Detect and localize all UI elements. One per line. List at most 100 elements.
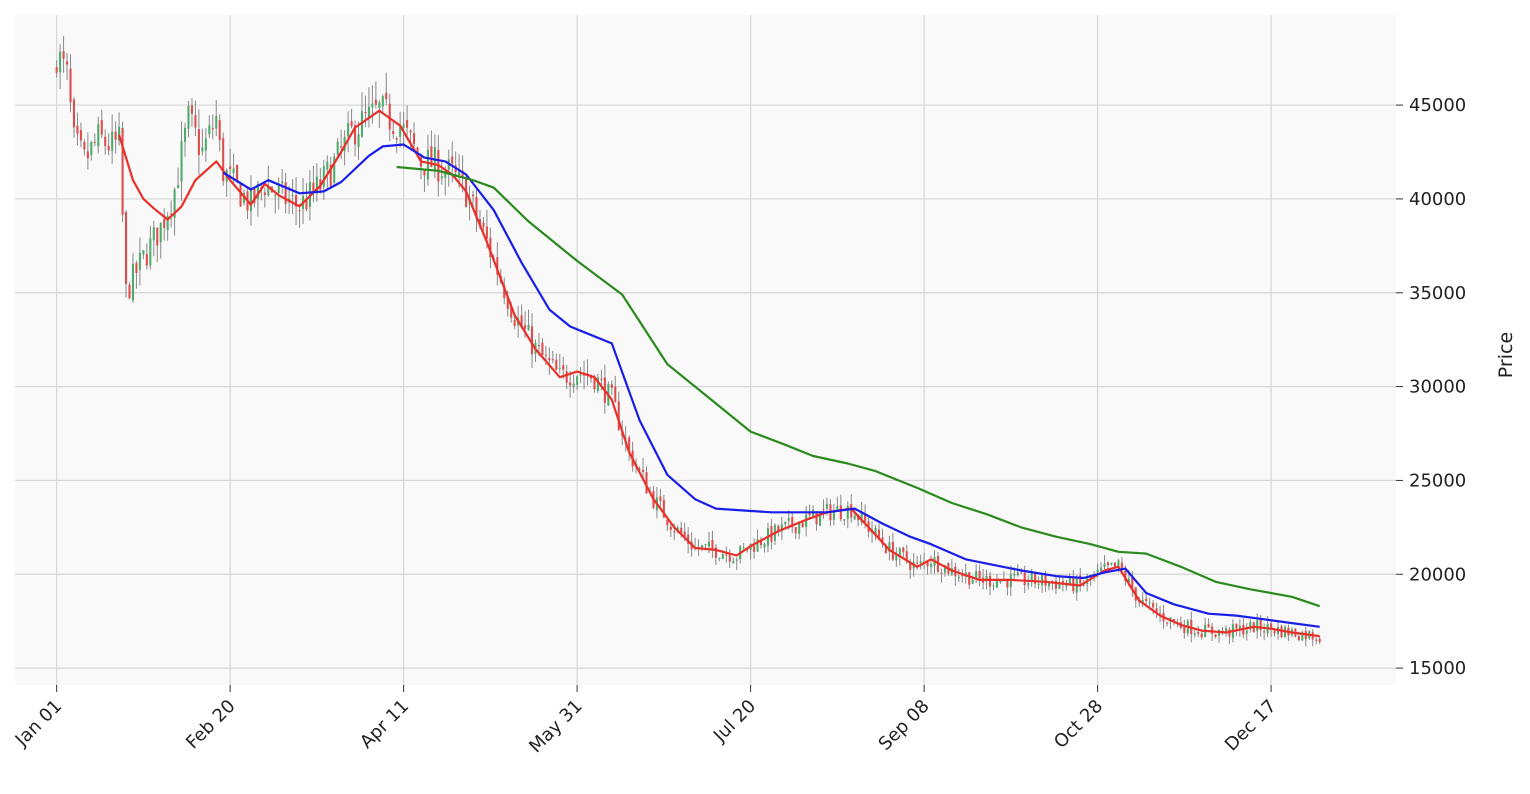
candle-down [1152, 603, 1155, 608]
candle-up [836, 506, 839, 512]
y-tick-label: 45000 [1409, 95, 1466, 116]
candle-up [1096, 569, 1099, 573]
candle-down [759, 540, 763, 546]
grid-layer [15, 15, 1396, 685]
y-tick-label: 25000 [1409, 470, 1466, 491]
candle-up [995, 580, 999, 588]
candle-down [451, 156, 454, 164]
candle-up [371, 103, 374, 108]
candle-up [763, 544, 766, 548]
candle-down [1172, 619, 1175, 622]
candle-down [659, 496, 662, 501]
candle-down [614, 386, 617, 403]
candle-down [55, 67, 58, 73]
candle-up [333, 156, 336, 183]
candle-up [1249, 621, 1252, 630]
candle-down [864, 513, 867, 522]
candle-down [284, 182, 287, 205]
candle-up [131, 263, 135, 301]
candle-down [673, 531, 676, 533]
candle-up [215, 115, 218, 129]
candle-down [610, 384, 613, 388]
candle-down [537, 345, 540, 347]
candle-up [308, 182, 311, 207]
candle-down [385, 92, 388, 100]
candle-down [86, 151, 89, 159]
candle-up [1103, 563, 1106, 567]
candle-up [322, 166, 325, 187]
candle-down [1106, 562, 1110, 566]
x-axis: Jan 01 Feb 20 Apr 11 May 31 Jul 20 Sep 08 Oct … [11, 685, 1281, 757]
candle-down [124, 212, 128, 285]
candle-down [978, 570, 981, 579]
candle-up [1041, 575, 1044, 586]
candle-down [541, 342, 544, 355]
candle-up [579, 374, 582, 376]
candle-down [593, 376, 596, 390]
candle-down [354, 125, 357, 145]
candle-down [714, 547, 717, 558]
y-tick-label: 40000 [1409, 189, 1466, 210]
candle-down [551, 359, 554, 361]
candle-down [728, 554, 731, 562]
candle-up [596, 377, 599, 392]
candle-down [725, 554, 728, 556]
candle-up [780, 524, 783, 532]
candle-up [1256, 620, 1259, 632]
candle-down [350, 121, 353, 127]
candle-up [180, 141, 183, 182]
candle-up [1148, 602, 1151, 604]
candle-down [1006, 579, 1009, 588]
candle-down [496, 257, 499, 275]
candle-down [940, 572, 943, 574]
candle-down [1263, 631, 1266, 633]
candle-down [544, 354, 547, 356]
candle-up [718, 558, 721, 560]
candle-up [1068, 576, 1071, 585]
candle-down [1207, 624, 1210, 628]
candle-up [232, 168, 235, 174]
candle-down [423, 170, 426, 176]
candle-down [229, 166, 232, 170]
candle-down [190, 105, 194, 114]
candle-layer [55, 35, 1321, 647]
candle-down [135, 263, 138, 273]
candle-down [222, 138, 225, 182]
candle-up [992, 585, 995, 587]
candle-down [1183, 626, 1186, 634]
candle-up [1030, 573, 1033, 583]
candle-up [326, 161, 329, 170]
candle-up [149, 238, 152, 266]
candle-down [1131, 576, 1134, 590]
candle-down [1124, 570, 1127, 581]
candle-down [69, 68, 72, 103]
candle-down [968, 572, 971, 585]
candle-down [909, 563, 912, 570]
candle-down [430, 146, 433, 168]
candle-down [79, 130, 82, 141]
candle-down [395, 138, 398, 140]
candle-down [121, 127, 124, 215]
candle-up [784, 521, 787, 525]
candle-down [1145, 598, 1148, 601]
candle-up [1238, 625, 1241, 630]
candle-up [572, 383, 575, 387]
candle-up [458, 170, 461, 176]
candle-down [1270, 623, 1273, 629]
candle-down [1200, 633, 1203, 638]
candle-up [721, 554, 724, 559]
candle-up [1245, 630, 1248, 634]
candle-up [798, 522, 801, 534]
candle-up [1117, 560, 1120, 567]
candle-down [72, 99, 76, 128]
candle-down [388, 103, 391, 130]
candle-down [777, 525, 780, 533]
candle-up [204, 138, 207, 151]
candle-down [1034, 573, 1037, 584]
candle-up [895, 554, 898, 561]
x-tick-label: Apr 11 [356, 696, 413, 753]
candle-down [218, 120, 221, 141]
candle-down [1273, 630, 1276, 634]
candle-up [291, 195, 294, 197]
candle-down [753, 545, 756, 552]
